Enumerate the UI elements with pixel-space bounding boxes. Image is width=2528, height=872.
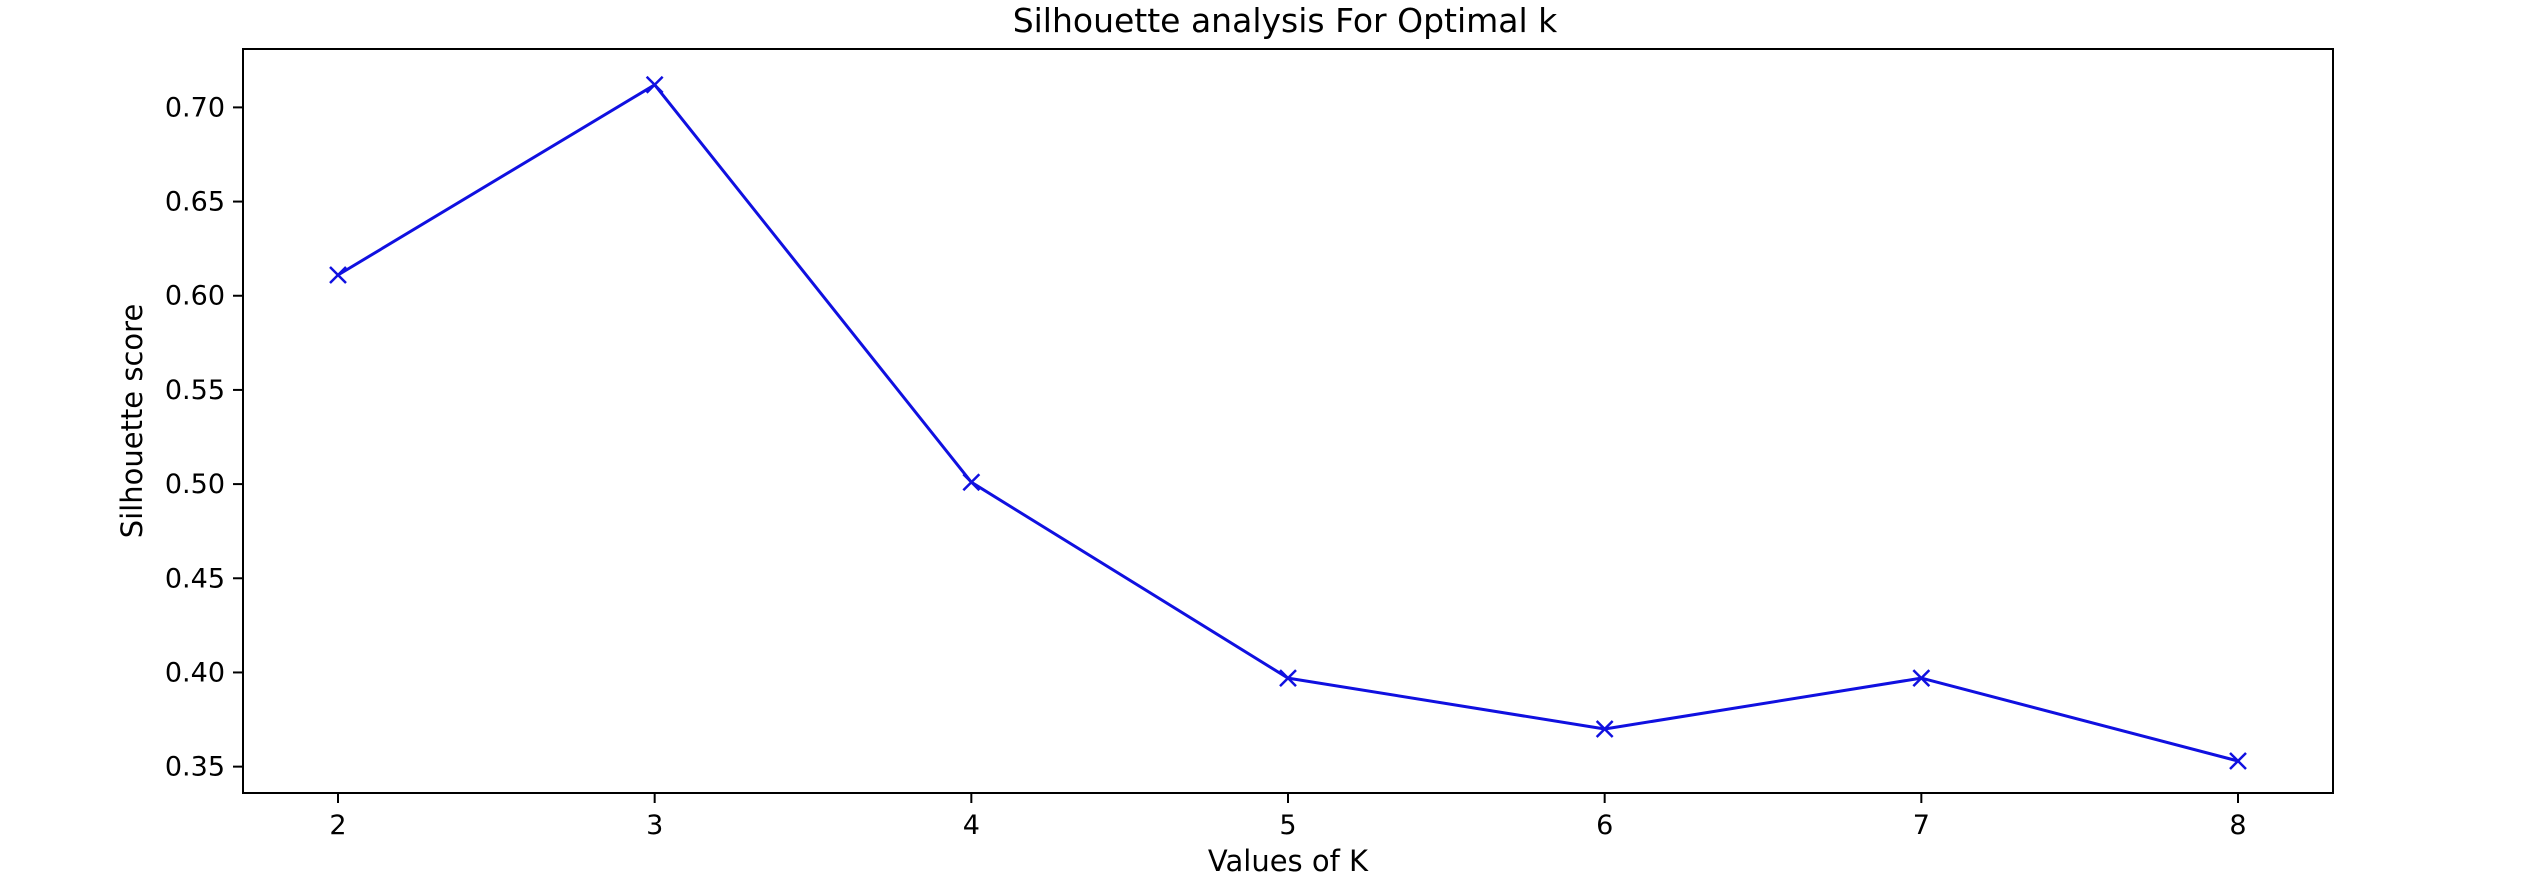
x-axis: 2 3 4 5 6 7 8 <box>329 793 2247 841</box>
plot-area-frame <box>242 48 2334 794</box>
x-tick-label: 7 <box>1913 810 1930 841</box>
x-tick-label: 5 <box>1279 810 1296 841</box>
x-tick-label: 8 <box>2229 810 2246 841</box>
data-point-marker <box>1595 720 1614 738</box>
y-tick-label: 0.40 <box>165 657 225 688</box>
x-tick-label: 6 <box>1596 810 1613 841</box>
x-tick-label: 3 <box>646 810 663 841</box>
data-point-markers <box>329 75 2247 770</box>
x-tick-label: 4 <box>963 810 980 841</box>
y-tick-label: 0.35 <box>165 752 225 783</box>
y-axis-label: Silhouette score <box>115 304 149 539</box>
y-tick-label: 0.45 <box>165 563 225 594</box>
data-point-marker <box>329 266 347 284</box>
y-tick-label: 0.50 <box>165 469 225 500</box>
x-tick-label: 2 <box>329 810 346 841</box>
data-point-marker <box>1279 669 1297 687</box>
y-tick-label: 0.70 <box>165 92 225 123</box>
data-point-marker <box>645 75 664 94</box>
y-axis: 0.35 0.40 0.45 0.50 0.55 0.60 0.65 0.70 <box>165 92 243 783</box>
data-point-marker <box>1912 669 1931 687</box>
data-point-marker <box>2229 752 2247 770</box>
y-tick-label: 0.65 <box>165 187 225 218</box>
y-tick-label: 0.55 <box>165 375 225 406</box>
data-point-marker <box>962 473 981 492</box>
y-tick-label: 0.60 <box>165 281 225 312</box>
chart-title: Silhouette analysis For Optimal k <box>1013 1 1558 40</box>
x-axis-label: Values of K <box>1208 844 1369 872</box>
silhouette-score-line <box>337 83 2239 763</box>
